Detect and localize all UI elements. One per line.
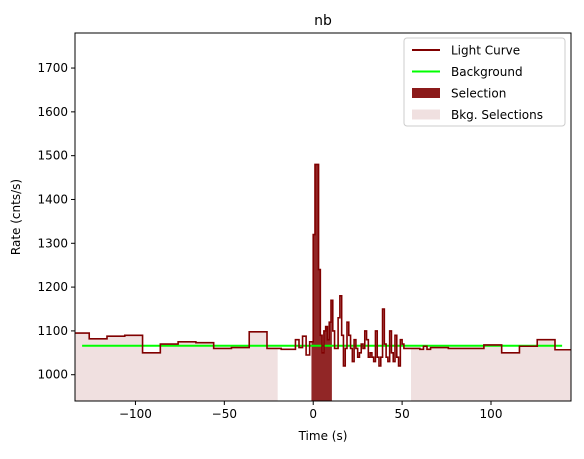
y-tick-label: 1700 bbox=[37, 61, 68, 75]
y-axis: 1000 1100 1200 1300 1400 1500 1600 1700 bbox=[37, 61, 75, 382]
y-tick-label: 1100 bbox=[37, 324, 68, 338]
legend-label: Selection bbox=[451, 87, 506, 101]
y-tick-label: 1300 bbox=[37, 236, 68, 250]
legend-box bbox=[403, 37, 566, 127]
legend-swatch bbox=[412, 88, 440, 98]
x-axis: −100 −50 0 50 100 bbox=[119, 401, 502, 421]
y-tick-label: 1000 bbox=[37, 368, 68, 382]
light-curve-line bbox=[75, 163, 571, 367]
bkg-selection-region bbox=[75, 331, 278, 401]
selection-region bbox=[311, 164, 332, 401]
y-tick-label: 1500 bbox=[37, 149, 68, 163]
x-axis-label: Time (s) bbox=[298, 429, 348, 443]
x-tick-label: −50 bbox=[212, 407, 237, 421]
legend-label: Light Curve bbox=[451, 44, 520, 58]
chart-title: nb bbox=[314, 13, 332, 29]
y-tick-label: 1600 bbox=[37, 105, 68, 119]
legend-label: Bkg. Selections bbox=[451, 108, 543, 122]
y-tick-label: 1200 bbox=[37, 280, 68, 294]
legend: Light Curve Background Selection Bkg. Selec… bbox=[403, 37, 566, 127]
legend-label: Background bbox=[451, 65, 523, 79]
x-tick-label: −100 bbox=[119, 407, 152, 421]
y-axis-label: Rate (cnts/s) bbox=[9, 179, 23, 255]
light-curve-layer bbox=[75, 163, 571, 367]
x-tick-label: 0 bbox=[309, 407, 317, 421]
y-tick-label: 1400 bbox=[37, 192, 68, 206]
legend-swatch bbox=[412, 109, 440, 120]
x-tick-label: 50 bbox=[394, 407, 409, 421]
axes-frame bbox=[74, 32, 572, 402]
selection-layer bbox=[311, 164, 332, 401]
plot-area bbox=[75, 163, 571, 401]
bkg-selection-region bbox=[411, 339, 571, 401]
x-tick-label: 100 bbox=[480, 407, 503, 421]
